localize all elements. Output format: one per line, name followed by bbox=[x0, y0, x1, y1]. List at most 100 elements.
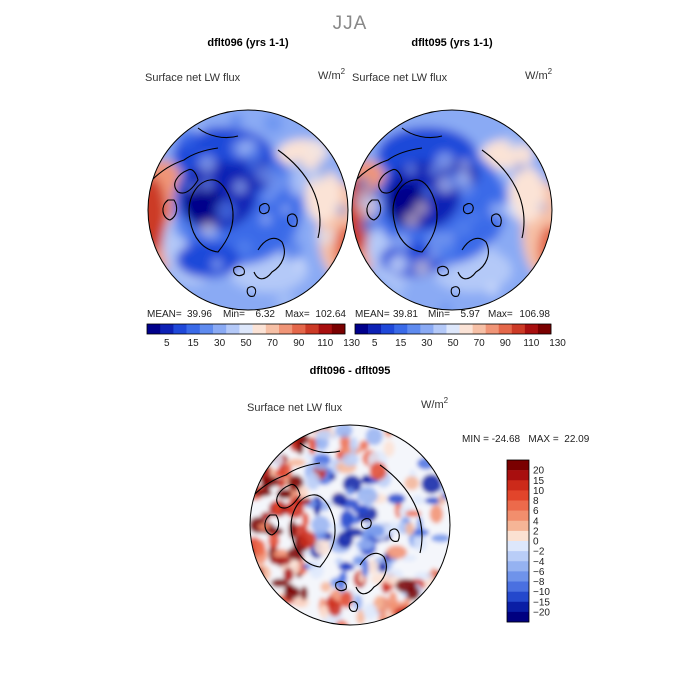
colorbar-swatch bbox=[265, 324, 280, 334]
colorbar-swatch bbox=[507, 541, 529, 552]
field-patch bbox=[340, 590, 353, 608]
field-patch bbox=[353, 594, 363, 611]
field-patch bbox=[319, 604, 330, 619]
flux-field bbox=[148, 110, 348, 310]
units-label: W/m2 bbox=[318, 67, 346, 82]
colorbar-swatch bbox=[381, 324, 395, 334]
field-patch bbox=[353, 189, 371, 207]
coastlines bbox=[355, 127, 525, 297]
field-layer bbox=[148, 110, 348, 310]
colorbar-tick-label: 90 bbox=[500, 338, 512, 349]
field-patch bbox=[280, 204, 291, 215]
mean-value: 39.81 bbox=[393, 309, 418, 320]
coastline bbox=[450, 286, 461, 297]
min-max-readout: MIN = -24.68 MAX = 22.09 bbox=[462, 434, 590, 445]
colorbar-swatch bbox=[459, 324, 473, 334]
field-patch bbox=[299, 530, 317, 549]
coastline bbox=[197, 127, 239, 139]
colorbar-tick-label: 15 bbox=[188, 338, 200, 349]
colorbar-swatch bbox=[507, 500, 529, 511]
field-patch bbox=[269, 557, 292, 566]
coastline-group bbox=[253, 442, 423, 612]
units-base: W/m bbox=[318, 70, 341, 82]
field-band bbox=[148, 177, 166, 253]
units-exponent: 2 bbox=[548, 67, 553, 76]
coastline bbox=[348, 601, 359, 612]
coastline bbox=[258, 203, 270, 215]
field-patch bbox=[414, 200, 429, 216]
field-patch bbox=[315, 430, 332, 440]
colorbar-swatch bbox=[537, 324, 552, 334]
field-patch bbox=[336, 204, 348, 216]
field-patch bbox=[320, 154, 334, 168]
field-patch bbox=[278, 490, 293, 498]
colorbar-swatch bbox=[420, 324, 434, 334]
field-patch bbox=[328, 600, 342, 617]
field-patch bbox=[292, 586, 301, 600]
colorbar-swatch bbox=[226, 324, 240, 334]
field-patch bbox=[243, 147, 263, 166]
colorbar-tick-label: −6 bbox=[533, 567, 545, 578]
colorbar-swatch bbox=[239, 324, 253, 334]
coastline bbox=[162, 199, 178, 221]
field-patch bbox=[334, 620, 349, 625]
colorbar-swatch bbox=[511, 324, 526, 334]
units-exponent: 2 bbox=[341, 67, 346, 76]
colorbar-tick-label: −2 bbox=[533, 547, 545, 558]
field-patch bbox=[388, 521, 398, 535]
field-patch bbox=[214, 199, 236, 221]
panel-title: dflt096 (yrs 1-1) bbox=[207, 37, 289, 49]
units-base: W/m bbox=[421, 399, 444, 411]
field-patch bbox=[403, 212, 420, 228]
polar-map bbox=[250, 425, 450, 625]
field-patch bbox=[288, 520, 297, 540]
coastline bbox=[253, 462, 321, 496]
coastline bbox=[388, 528, 400, 542]
coastlines bbox=[151, 127, 321, 297]
field-patch bbox=[435, 151, 455, 171]
field-patch bbox=[421, 474, 442, 494]
panel-title: dflt096 - dflt095 bbox=[310, 365, 391, 377]
colorbar-swatch bbox=[173, 324, 187, 334]
field-patch bbox=[381, 581, 390, 594]
field-patch bbox=[411, 495, 424, 506]
stats-line: MEAN= 39.81 Min= 5.97 Max= 106.98 bbox=[355, 309, 550, 320]
coastline bbox=[392, 179, 438, 253]
coastline bbox=[233, 265, 245, 277]
field-patch bbox=[345, 487, 355, 496]
field-patch bbox=[236, 239, 253, 256]
colorbar-swatch bbox=[485, 324, 500, 334]
coastline bbox=[335, 580, 347, 592]
coastline-group bbox=[355, 127, 525, 297]
coastline bbox=[246, 286, 257, 297]
coastline bbox=[490, 213, 502, 227]
field-patch bbox=[314, 539, 331, 556]
field-patch bbox=[287, 474, 304, 491]
field-patch bbox=[262, 190, 275, 204]
field-patch bbox=[341, 452, 359, 467]
field-band bbox=[176, 242, 240, 278]
field-patch bbox=[352, 504, 370, 515]
colorbar-tick-label: 4 bbox=[533, 516, 539, 527]
max-value: 102.64 bbox=[315, 309, 346, 320]
field-patch bbox=[274, 469, 285, 478]
colorbar-tick-label: 70 bbox=[474, 338, 486, 349]
field-patch bbox=[356, 609, 366, 625]
field-patch bbox=[335, 425, 353, 438]
map-boundary bbox=[351, 109, 553, 311]
colorbar-tick-label: 30 bbox=[214, 338, 226, 349]
field-patch bbox=[273, 499, 282, 516]
field-patch bbox=[413, 528, 430, 537]
field-patch bbox=[176, 128, 198, 150]
coastline bbox=[276, 483, 301, 509]
colorbar-swatch bbox=[507, 510, 529, 522]
colorbar-swatch bbox=[160, 324, 174, 334]
field-patch bbox=[300, 586, 308, 601]
field-patch bbox=[329, 473, 337, 481]
field-patch bbox=[338, 562, 355, 572]
coastline bbox=[188, 179, 234, 253]
colorbar-tick-label: 8 bbox=[533, 496, 539, 507]
field-patch bbox=[429, 504, 444, 524]
panel-dflt096: dflt096 (yrs 1-1) Surface net LW flux W/… bbox=[145, 37, 360, 349]
